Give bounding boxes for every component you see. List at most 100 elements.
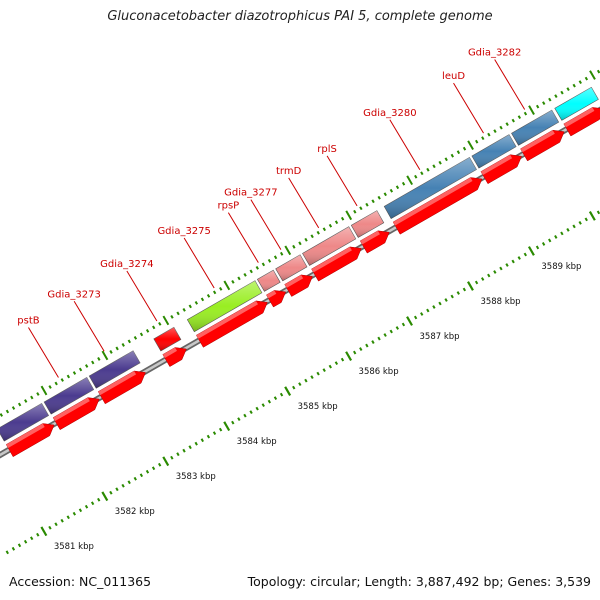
upper-minor-tick — [316, 230, 320, 235]
cds-arrow-highlight — [360, 230, 380, 245]
gene-bar-shade — [44, 377, 94, 415]
upper-minor-tick — [30, 395, 34, 400]
cds-layer — [5, 107, 600, 458]
scale-minor-tick — [212, 431, 217, 436]
gene-label[interactable]: Gdia_3282 — [468, 47, 521, 58]
scale-minor-tick — [182, 448, 186, 453]
upper-minor-tick — [194, 300, 199, 305]
gene-label[interactable]: rplS — [317, 144, 337, 155]
upper-major-tick — [162, 315, 170, 326]
cds-arrow-highlight — [393, 177, 473, 226]
scale-minor-tick — [548, 238, 552, 243]
upper-minor-tick — [560, 90, 564, 95]
scale-label: 3583 kbp — [176, 472, 216, 482]
upper-minor-tick — [383, 192, 387, 197]
label-layer: pstB Gdia_3273 Gdia_3274 Gdia_3275 rpsP Gdia_… — [17, 47, 526, 378]
scale-label: 3582 kbp — [115, 507, 155, 517]
upper-minor-tick — [182, 307, 186, 312]
scale-minor-tick — [255, 406, 259, 411]
upper-minor-tick — [548, 97, 552, 102]
gene-label[interactable]: pstB — [17, 316, 39, 327]
upper-minor-tick — [5, 409, 10, 414]
cds-arrow[interactable] — [266, 290, 287, 308]
scale-minor-tick — [535, 245, 540, 250]
scale-minor-tick — [133, 476, 137, 481]
scale-minor-tick — [170, 455, 174, 460]
upper-minor-tick — [353, 209, 357, 214]
scale-minor-tick — [279, 392, 284, 397]
upper-minor-tick — [48, 385, 52, 389]
upper-minor-tick — [554, 94, 558, 99]
gene-label[interactable]: Gdia_3275 — [157, 226, 210, 237]
scale-minor-tick — [578, 221, 582, 225]
upper-minor-tick — [432, 164, 436, 169]
gene-label[interactable]: Gdia_3273 — [47, 289, 100, 300]
upper-minor-tick — [115, 346, 119, 351]
upper-minor-tick — [322, 227, 327, 232]
upper-minor-tick — [493, 129, 497, 134]
scale-minor-tick — [480, 277, 485, 281]
upper-minor-tick — [66, 374, 71, 379]
gene-bar-shade — [384, 157, 477, 219]
gene-bar-shade — [187, 280, 262, 332]
upper-minor-tick — [487, 132, 491, 137]
gene-label[interactable]: trmD — [276, 166, 302, 177]
upper-minor-tick — [206, 293, 211, 298]
upper-minor-tick — [11, 406, 16, 410]
gene-bar-shade — [275, 254, 307, 281]
upper-minor-tick — [54, 381, 58, 386]
scale-minor-tick — [383, 333, 387, 337]
upper-minor-tick — [328, 223, 333, 228]
gene-label-leader — [73, 301, 105, 352]
upper-minor-tick — [401, 181, 406, 186]
gene-label-leader — [453, 82, 484, 134]
scale-minor-tick — [48, 525, 52, 530]
scale-minor-tick — [371, 340, 375, 344]
scale-minor-tick — [511, 259, 515, 264]
gene-label[interactable]: Gdia_3274 — [100, 259, 153, 270]
scale-minor-tick — [493, 270, 497, 274]
scale-minor-tick — [456, 291, 460, 295]
scale-major-tick — [588, 211, 596, 221]
upper-minor-tick — [17, 402, 22, 407]
upper-major-tick — [345, 210, 353, 221]
upper-minor-tick — [158, 322, 162, 326]
cds-arrow[interactable] — [520, 129, 565, 162]
upper-minor-tick — [535, 104, 540, 109]
scale-major-tick — [345, 351, 353, 361]
scale-minor-tick — [420, 312, 424, 316]
cds-arrow-highlight — [266, 290, 277, 299]
upper-minor-tick — [24, 399, 28, 403]
gene-bar-shade — [351, 210, 384, 238]
upper-major-tick — [101, 350, 109, 361]
scale-label: 3581 kbp — [54, 542, 94, 552]
upper-minor-tick — [0, 413, 3, 417]
scale-minor-tick — [298, 382, 302, 386]
upper-minor-tick — [444, 157, 448, 162]
gene-label[interactable]: Gdia_3277 — [224, 188, 277, 199]
scale-minor-tick — [450, 294, 454, 299]
cds-arrow-highlight — [98, 371, 137, 396]
scale-major-tick — [284, 386, 292, 397]
scale-minor-tick — [432, 305, 436, 309]
gene-label[interactable]: rpsP — [217, 201, 239, 212]
upper-major-tick — [528, 105, 535, 115]
upper-minor-tick — [127, 339, 131, 344]
scale-minor-tick — [328, 364, 332, 369]
upper-minor-tick — [420, 171, 424, 176]
gene-bar-shade — [511, 110, 559, 146]
upper-minor-tick — [481, 136, 485, 141]
scale-minor-tick — [5, 550, 9, 555]
scale-minor-tick — [36, 532, 40, 537]
gene-label[interactable]: Gdia_3280 — [363, 108, 416, 119]
gene-bar-shade — [554, 87, 599, 121]
upper-minor-tick — [542, 101, 546, 106]
upper-minor-tick — [145, 329, 150, 333]
scale-minor-tick — [200, 438, 204, 443]
scale-minor-tick — [17, 543, 22, 548]
scale-minor-tick — [365, 343, 369, 348]
scale-minor-tick — [78, 508, 83, 513]
gene-label[interactable]: leuD — [442, 71, 465, 82]
upper-minor-tick — [298, 241, 302, 246]
upper-major-tick — [223, 280, 231, 291]
